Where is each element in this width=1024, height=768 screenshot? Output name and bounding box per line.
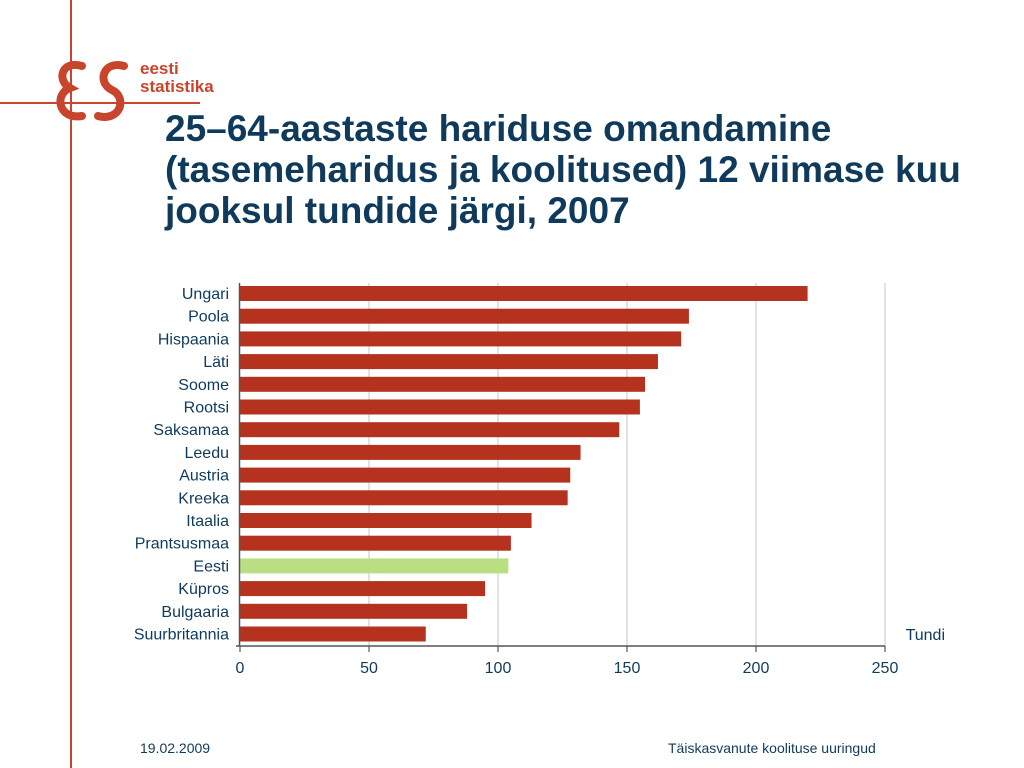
logo-e-shape xyxy=(56,60,86,121)
bar xyxy=(240,399,640,415)
bar xyxy=(240,331,682,347)
bar xyxy=(240,603,468,619)
top-accent-line xyxy=(0,102,200,104)
x-tick-label: 200 xyxy=(743,660,770,677)
category-label: Itaalia xyxy=(186,513,229,530)
x-tick-label: 100 xyxy=(485,660,512,677)
category-label: Suurbritannia xyxy=(134,627,229,644)
left-accent-line xyxy=(70,0,72,768)
bar xyxy=(240,422,620,438)
category-label: Kreeka xyxy=(178,490,229,507)
x-tick-label: 50 xyxy=(360,660,378,677)
bar xyxy=(240,513,532,528)
category-label: Eesti xyxy=(193,558,229,575)
bar xyxy=(240,490,568,506)
page-title: 25–64-aastaste hariduse omandamine (tase… xyxy=(165,108,961,231)
category-label: Leedu xyxy=(185,445,230,462)
category-label: Rootsi xyxy=(184,400,229,417)
bar xyxy=(240,626,426,642)
bar xyxy=(240,354,658,370)
bar xyxy=(240,581,486,597)
bar xyxy=(240,308,689,324)
bar xyxy=(240,286,808,301)
category-label: Hispaania xyxy=(158,331,229,348)
bar xyxy=(240,535,511,551)
bar xyxy=(240,467,571,483)
category-label: Läti xyxy=(203,354,229,371)
category-label: Soome xyxy=(178,377,229,394)
bar xyxy=(240,376,646,392)
bar xyxy=(240,558,509,574)
x-tick-label: 0 xyxy=(236,660,245,677)
category-label: Prantsusmaa xyxy=(135,536,229,553)
category-label: Bulgaaria xyxy=(161,604,229,621)
x-axis-label: Tundi xyxy=(906,627,945,644)
footer-title: Täiskasvanute koolituse uuringud xyxy=(668,740,876,756)
category-label: Ungari xyxy=(182,286,229,303)
x-tick-label: 250 xyxy=(872,660,899,677)
category-label: Saksamaa xyxy=(153,422,229,439)
logo-text-line1: eesti xyxy=(140,59,179,78)
category-label: Poola xyxy=(188,309,229,326)
footer-date: 19.02.2009 xyxy=(140,740,211,756)
logo-s-shape xyxy=(94,61,128,121)
logo-text-line2: statistika xyxy=(140,77,214,96)
x-tick-label: 150 xyxy=(614,660,641,677)
bar xyxy=(240,444,581,460)
eesti-statistika-logo: eesti statistika xyxy=(56,59,214,121)
category-label: Küpros xyxy=(178,581,229,598)
category-label: Austria xyxy=(179,468,229,485)
